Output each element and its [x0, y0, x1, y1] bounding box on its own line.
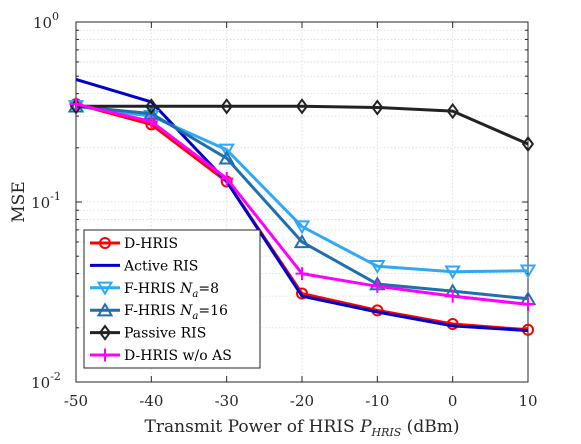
x-tick-label: -20 — [290, 392, 314, 410]
y-tick-exponent: -2 — [50, 370, 61, 383]
series-4 — [69, 98, 535, 153]
data-point — [446, 289, 460, 303]
y-tick-label: 100 — [33, 10, 59, 32]
data-point — [220, 98, 233, 115]
x-axis-label-subscript: HRIS — [371, 426, 402, 439]
data-point — [521, 135, 535, 153]
y-tick-label: 10-1 — [31, 190, 61, 212]
data-point — [446, 102, 459, 120]
data-point — [444, 265, 461, 280]
x-tick-label: -50 — [64, 392, 88, 410]
data-point — [369, 259, 386, 275]
series-group — [67, 77, 537, 336]
data-point — [296, 287, 308, 300]
legend-label-text: =8 — [198, 281, 219, 297]
legend-entry: F-HRIS Na=16 — [90, 302, 228, 322]
legend-marker — [98, 348, 112, 362]
x-tick-label: 0 — [448, 392, 458, 410]
data-point — [144, 115, 158, 129]
data-point — [218, 150, 235, 165]
legend-entry: D-HRIS — [90, 236, 178, 252]
data-point — [295, 98, 309, 115]
x-axis-label: Transmit Power of HRIS PHRIS (dBm) — [145, 417, 460, 439]
legend-label-text: F-HRIS — [124, 281, 180, 297]
x-axis-label-symbol: P — [359, 417, 372, 437]
x-tick-label: -40 — [139, 392, 163, 410]
series-5 — [69, 97, 535, 311]
x-axis-label-unit: (dBm) — [401, 417, 459, 437]
legend-entry: D-HRIS w/o AS — [90, 348, 232, 364]
legend-label: Passive RIS — [124, 326, 206, 342]
data-point — [295, 267, 309, 281]
x-tick-label: -10 — [365, 392, 389, 410]
data-point — [69, 97, 83, 111]
legend-marker — [96, 281, 114, 296]
data-point — [220, 172, 234, 186]
legend-entry: F-HRIS Na=8 — [90, 281, 219, 300]
data-point — [370, 279, 384, 293]
legend-label: F-HRIS Na=8 — [124, 281, 219, 300]
legend-label-subscript: a — [192, 289, 198, 300]
series-1 — [75, 77, 529, 333]
data-point — [293, 234, 311, 249]
legend-label-text: F-HRIS — [124, 303, 180, 319]
legend-box — [83, 229, 261, 369]
legend-entry: Passive RIS — [90, 324, 206, 342]
legend-label-symbol: N — [179, 303, 193, 319]
series-line — [76, 104, 529, 146]
legend-label: Active RIS — [123, 258, 198, 274]
legend-marker — [98, 324, 112, 341]
data-point — [519, 264, 537, 279]
legend-label-text: =16 — [198, 303, 228, 319]
legend-label-symbol: N — [179, 281, 193, 297]
data-point — [218, 143, 235, 158]
y-tick-exponent: -1 — [50, 190, 61, 203]
data-point — [145, 98, 158, 115]
x-tick-label: -30 — [215, 392, 239, 410]
x-tick-label: 10 — [518, 392, 537, 410]
y-tick-exponent: 0 — [52, 10, 59, 23]
data-point — [293, 220, 311, 235]
y-tick-label: 10-2 — [31, 370, 61, 392]
data-point — [371, 99, 384, 116]
legend-marker — [96, 302, 114, 317]
legend-label: D-HRIS w/o AS — [124, 348, 232, 364]
legend-entry: Active RIS — [90, 258, 198, 274]
x-axis-label-text: Transmit Power of HRIS — [145, 417, 361, 437]
legend-label-subscript: a — [192, 311, 198, 322]
legend-marker — [99, 237, 111, 249]
legend-label: D-HRIS — [124, 236, 178, 252]
data-point — [521, 297, 535, 311]
y-axis-label: MSE — [9, 181, 29, 222]
series-line — [75, 77, 529, 333]
legend-label: F-HRIS Na=16 — [124, 303, 228, 322]
